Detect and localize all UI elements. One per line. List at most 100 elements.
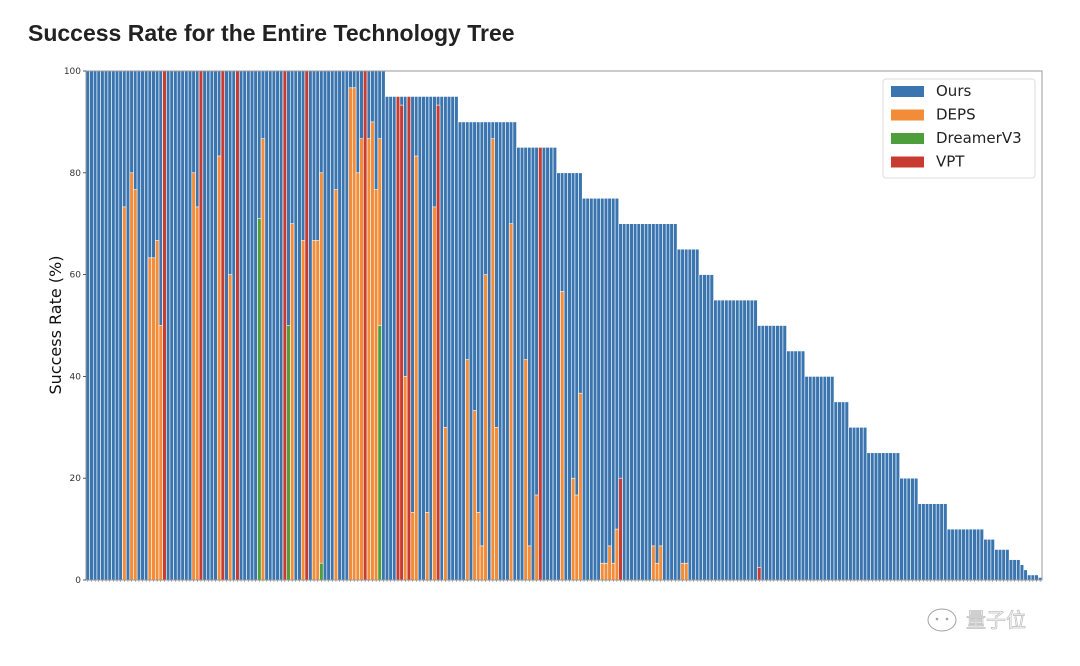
legend-box bbox=[882, 78, 1036, 179]
bar-ours bbox=[848, 426, 853, 581]
bar-ours bbox=[731, 299, 736, 581]
bar-ours bbox=[607, 197, 612, 581]
bar-ours bbox=[658, 223, 663, 581]
bar-ours bbox=[209, 70, 215, 581]
bar-ours bbox=[979, 528, 984, 581]
bar-ours bbox=[1016, 559, 1021, 581]
bar-ours bbox=[724, 299, 729, 581]
bar-ours bbox=[808, 376, 813, 581]
bar-deps bbox=[611, 562, 616, 581]
bar-deps bbox=[614, 528, 620, 581]
bar-ours bbox=[421, 96, 426, 581]
bar-ours bbox=[100, 70, 105, 581]
bar-ours bbox=[706, 274, 711, 581]
bar-ours bbox=[457, 121, 463, 581]
bar-ours bbox=[746, 299, 751, 581]
bar-ours bbox=[242, 70, 247, 581]
bar-deps bbox=[607, 545, 612, 581]
bar-ours bbox=[669, 223, 674, 581]
bar-ours bbox=[169, 70, 174, 581]
bar-deps bbox=[370, 121, 375, 581]
bar-ours bbox=[213, 70, 218, 581]
bar-ours bbox=[691, 248, 696, 581]
bar-ours bbox=[600, 197, 605, 581]
bar-ours bbox=[764, 325, 769, 581]
bar-ours bbox=[913, 477, 919, 581]
bar-ours bbox=[136, 70, 142, 581]
legend-label-deps: DEPS bbox=[936, 106, 976, 124]
bar-deps bbox=[158, 325, 163, 581]
legend: Ours DEPS DreamerV3 VPT bbox=[882, 78, 1036, 179]
y-axis-label: Success Rate (%) bbox=[46, 256, 65, 395]
bar-ours bbox=[439, 96, 444, 581]
bar-ours bbox=[253, 70, 258, 581]
bar-deps bbox=[133, 189, 138, 581]
bar-ours bbox=[541, 147, 547, 581]
bar-ours bbox=[264, 70, 269, 581]
bar-ours bbox=[990, 538, 995, 581]
legend-swatch-deps bbox=[891, 109, 924, 121]
bar-ours bbox=[939, 503, 944, 581]
bar-ours bbox=[680, 248, 685, 581]
bar-ours bbox=[698, 274, 703, 581]
bar-ours bbox=[297, 70, 302, 581]
bar-ours bbox=[114, 70, 120, 581]
bar-ours bbox=[884, 452, 890, 581]
y-tick-label: 20 bbox=[70, 474, 82, 484]
bar-vpt bbox=[282, 70, 287, 581]
bar-vpt bbox=[395, 96, 401, 581]
bar-dreamerv3 bbox=[286, 325, 291, 581]
bar-ours bbox=[786, 350, 791, 581]
bar-deps bbox=[658, 545, 663, 581]
bar-deps bbox=[574, 494, 579, 581]
bar-deps bbox=[290, 223, 295, 581]
bar-deps bbox=[217, 155, 222, 581]
bar-deps bbox=[260, 138, 266, 581]
bar-ours bbox=[107, 70, 112, 581]
bar-ours bbox=[279, 70, 284, 581]
wechat-bubble-icon bbox=[927, 608, 957, 632]
y-tick-label: 100 bbox=[64, 67, 81, 77]
bar-ours bbox=[687, 248, 693, 581]
bar-ours bbox=[877, 452, 882, 581]
bar-deps bbox=[300, 240, 306, 581]
bar-ours bbox=[819, 376, 824, 581]
bar-ours bbox=[552, 147, 558, 581]
bar-ours bbox=[187, 70, 193, 581]
bar-deps bbox=[432, 206, 437, 581]
y-tick-label: 60 bbox=[70, 271, 82, 281]
bar-ours bbox=[837, 401, 842, 581]
bar-ours bbox=[224, 70, 229, 581]
y-axis: 0 20 40 60 80 100 bbox=[64, 67, 86, 586]
bar-ours bbox=[512, 121, 517, 581]
bar-ours bbox=[308, 70, 313, 581]
bar-ours bbox=[622, 223, 627, 581]
bar-deps bbox=[147, 257, 152, 581]
bar-ours bbox=[505, 121, 510, 581]
bar-ours bbox=[841, 401, 846, 581]
bar-deps bbox=[490, 138, 495, 581]
bar-ours bbox=[910, 477, 915, 581]
bar-ours bbox=[592, 197, 598, 581]
bar-ours bbox=[643, 223, 649, 581]
bar-ours bbox=[461, 121, 466, 581]
bar-deps bbox=[465, 359, 470, 581]
bar-deps bbox=[403, 376, 408, 581]
bar-vpt bbox=[399, 104, 404, 581]
bar-deps bbox=[129, 172, 134, 581]
bar-ours bbox=[206, 70, 211, 581]
bar-deps bbox=[476, 512, 481, 581]
bar-ours bbox=[647, 223, 652, 581]
bar-ours bbox=[768, 325, 773, 581]
bar-vpt bbox=[162, 70, 167, 581]
bar-vpt bbox=[435, 104, 441, 581]
bar-deps bbox=[483, 274, 488, 581]
bar-ours bbox=[976, 528, 981, 581]
bar-ours bbox=[954, 528, 959, 581]
bar-ours bbox=[322, 70, 328, 581]
bar-ours bbox=[935, 503, 941, 581]
bar-deps bbox=[191, 172, 196, 581]
bar-ours bbox=[611, 197, 616, 581]
bar-ours bbox=[1001, 549, 1006, 581]
bar-ours bbox=[636, 223, 641, 581]
